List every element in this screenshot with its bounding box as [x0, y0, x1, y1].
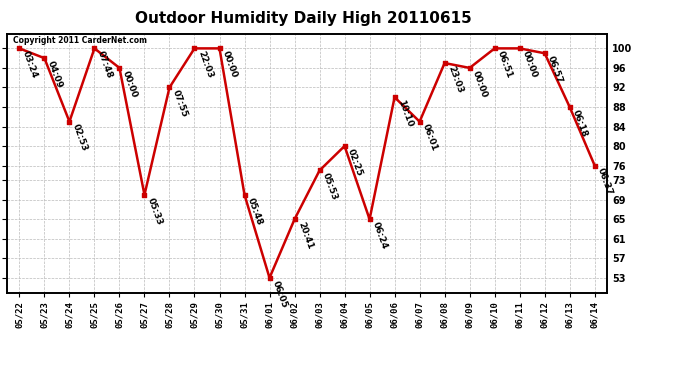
Point	[189, 45, 200, 51]
Text: 05:53: 05:53	[321, 172, 339, 202]
Point	[264, 275, 275, 281]
Text: 06:18: 06:18	[571, 108, 589, 138]
Text: 02:53: 02:53	[71, 123, 89, 153]
Text: Outdoor Humidity Daily High 20110615: Outdoor Humidity Daily High 20110615	[135, 11, 472, 26]
Text: 07:55: 07:55	[171, 89, 189, 119]
Text: 20:41: 20:41	[296, 220, 314, 251]
Point	[564, 104, 575, 110]
Text: 06:51: 06:51	[496, 50, 514, 80]
Text: 05:33: 05:33	[146, 196, 164, 226]
Text: 00:00: 00:00	[121, 69, 139, 99]
Point	[214, 45, 225, 51]
Point	[539, 50, 550, 56]
Text: 06:05: 06:05	[271, 279, 289, 309]
Text: 23:03: 23:03	[446, 64, 464, 94]
Point	[339, 143, 350, 149]
Point	[389, 94, 400, 100]
Point	[239, 192, 250, 198]
Point	[14, 45, 25, 51]
Point	[314, 168, 325, 174]
Text: 05:48: 05:48	[246, 196, 264, 226]
Point	[139, 192, 150, 198]
Text: 06:57: 06:57	[546, 55, 564, 85]
Text: 02:25: 02:25	[346, 147, 364, 177]
Point	[364, 216, 375, 222]
Point	[39, 55, 50, 61]
Text: Copyright 2011 CarderNet.com: Copyright 2011 CarderNet.com	[13, 36, 147, 45]
Point	[589, 163, 600, 169]
Text: 00:00: 00:00	[471, 69, 489, 99]
Text: 06:37: 06:37	[596, 167, 614, 197]
Text: 00:00: 00:00	[521, 50, 539, 79]
Point	[464, 65, 475, 71]
Point	[114, 65, 125, 71]
Point	[514, 45, 525, 51]
Text: 00:00: 00:00	[221, 50, 239, 79]
Text: 03:24: 03:24	[21, 50, 39, 80]
Point	[489, 45, 500, 51]
Point	[89, 45, 100, 51]
Text: 22:03: 22:03	[196, 50, 214, 80]
Point	[64, 118, 75, 124]
Point	[414, 118, 425, 124]
Point	[289, 216, 300, 222]
Text: 06:01: 06:01	[421, 123, 439, 153]
Text: 04:09: 04:09	[46, 60, 64, 90]
Text: 06:24: 06:24	[371, 220, 389, 251]
Point	[439, 60, 450, 66]
Point	[164, 84, 175, 90]
Text: 07:48: 07:48	[96, 50, 114, 80]
Text: 10:10: 10:10	[396, 99, 414, 128]
